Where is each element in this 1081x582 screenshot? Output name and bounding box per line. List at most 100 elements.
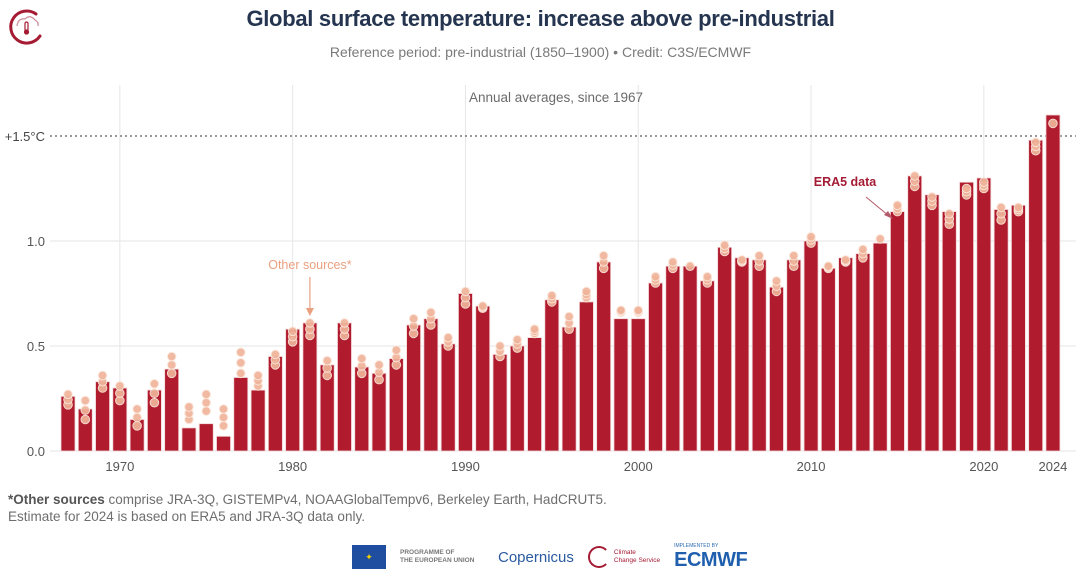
bar-2003 (682, 265, 698, 452)
other-source-dot (564, 311, 574, 322)
other-source-dot (840, 255, 851, 265)
eu-programme-text: PROGRAMME OF THE EUROPEAN UNION (400, 549, 484, 565)
other-source-dot (115, 381, 125, 391)
other-source-dot (702, 271, 713, 282)
bar-1977 (233, 377, 249, 452)
bar-2004 (699, 280, 715, 452)
bar-1988 (423, 318, 439, 452)
other-source-dot (374, 360, 384, 370)
footnote-line2: Estimate for 2024 is based on ERA5 and J… (8, 509, 365, 524)
bar-1975 (198, 423, 214, 452)
other-source-dot (408, 313, 419, 324)
other-source-dot (547, 290, 557, 301)
x-tick-label: 1970 (105, 459, 134, 474)
bar-1986 (388, 358, 404, 452)
other-source-dot (754, 250, 765, 261)
bar-1999 (613, 318, 629, 452)
other-source-dot (598, 250, 609, 261)
other-source-dot (529, 324, 540, 335)
bar-1990 (458, 293, 473, 452)
bar-2009 (786, 259, 802, 452)
other-sources-dots (63, 118, 1058, 431)
x-tick-label: 2020 (969, 459, 998, 474)
other-source-dot (184, 402, 194, 412)
other-source-dot (149, 379, 160, 389)
ecmwf-text: ECMWF (674, 548, 748, 571)
bar-1987 (406, 324, 422, 452)
annotations: ERA5 data Other sources* (268, 175, 893, 316)
bar-2017 (924, 194, 940, 452)
bar-1980 (285, 328, 301, 452)
other-source-dot (961, 183, 972, 194)
other-source-dot (218, 421, 229, 431)
c3s-thermometer-logo-icon (6, 6, 46, 46)
other-source-dot (218, 404, 229, 414)
other-source-dot (132, 421, 142, 431)
bar-1976 (216, 435, 231, 452)
other-source-dot (236, 347, 246, 358)
c3s-line2: Change Service (613, 557, 661, 564)
bar-2013 (855, 253, 871, 452)
y-tick-label: 0.5 (27, 339, 45, 354)
bar-1978 (250, 389, 266, 452)
bar-1981 (302, 322, 318, 452)
other-source-dot (426, 307, 436, 318)
bar-1998 (596, 261, 612, 452)
other-source-dot (858, 244, 868, 255)
bar-2011 (820, 267, 836, 452)
other-source-dot (477, 301, 488, 311)
other-source-dot (166, 368, 177, 379)
other-source-dot (668, 257, 678, 267)
x-tick-label: 1980 (278, 459, 307, 474)
other-source-dot (996, 202, 1006, 213)
other-source-dot (218, 412, 229, 423)
bar-1973 (164, 368, 180, 452)
bar-1983 (337, 322, 352, 452)
other-source-dot (201, 389, 212, 400)
copernicus-logo: Copernicus (498, 548, 574, 566)
y-axis: 0.0 0.5 1.0 +1.5°C (5, 129, 45, 459)
bar-2024 (1045, 114, 1061, 452)
other-source-dot (166, 351, 177, 362)
other-source-dot (460, 286, 471, 297)
bar-chart: 0.0 0.5 1.0 +1.5°C 1970 1980 1990 2000 2010 2020… (5, 85, 1076, 474)
bar-1997 (579, 301, 594, 452)
bar-2000 (630, 318, 646, 452)
other-source-dot (132, 404, 142, 414)
bar-2002 (665, 265, 681, 452)
c3s-logo: Climate Change Service (587, 546, 661, 568)
other-source-dot (322, 355, 333, 366)
threshold-label: +1.5°C (5, 129, 45, 144)
eu-line2: THE EUROPEAN UNION (400, 557, 475, 564)
other-source-dot (443, 332, 453, 343)
bar-1993 (509, 345, 525, 452)
bar-1992 (492, 353, 508, 452)
x-tick-label: 2010 (797, 459, 826, 474)
other-source-dot (892, 200, 903, 211)
other-source-dot (287, 326, 298, 337)
c3s-line1: Climate (613, 549, 636, 556)
other-source-dot (909, 171, 920, 181)
eu-flag-icon: ✦ (352, 545, 386, 569)
other-source-dot (132, 412, 142, 423)
other-source-dot (97, 370, 108, 381)
other-source-dot (737, 255, 747, 265)
other-source-dot (80, 395, 91, 406)
other-source-dot (927, 192, 937, 202)
bar-1996 (561, 326, 577, 452)
bar-1991 (475, 305, 491, 452)
bar-1994 (527, 337, 542, 452)
other-sources-annotation-label: Other sources* (268, 258, 352, 272)
other-source-dot (806, 232, 816, 242)
other-source-dot (149, 388, 160, 399)
other-source-dot (616, 305, 626, 316)
other-source-dot (512, 334, 523, 345)
bar-1979 (267, 356, 283, 452)
other-source-dot (149, 397, 160, 408)
bar-2023 (1028, 139, 1044, 452)
bars (60, 114, 1061, 452)
other-source-dot (80, 414, 91, 425)
bar-1974 (181, 427, 197, 452)
other-source-dot (719, 240, 730, 250)
ecmwf-logo: IMPLEMENTED BY ECMWF (674, 543, 748, 572)
